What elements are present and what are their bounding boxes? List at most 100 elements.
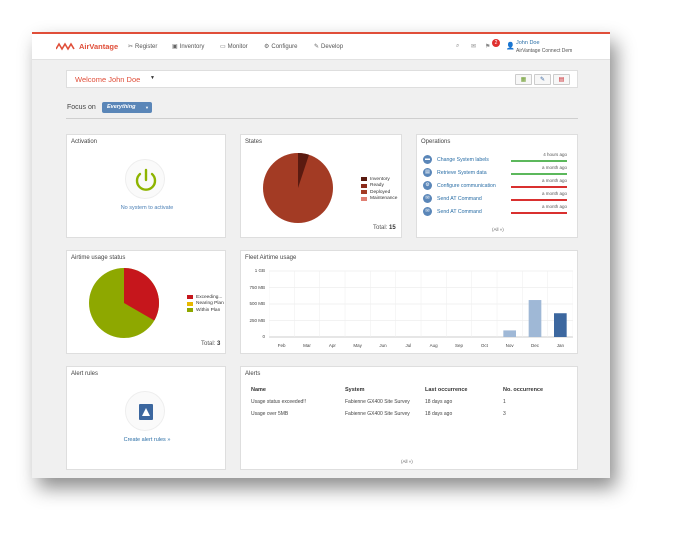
mail-icon[interactable]: ✉ [471, 44, 477, 50]
alert-system[interactable]: Fabienne GX400 Site Survey [345, 411, 410, 417]
airtime-status-title: Airtime usage status [71, 255, 126, 261]
bar-dec[interactable] [528, 300, 542, 337]
states-panel: States Inventory Ready Deployed Maintena… [240, 134, 402, 238]
alert-last-occurrence: 18 days ago [425, 399, 453, 405]
states-pie-chart[interactable] [261, 151, 335, 225]
develop-icon: ✎ [314, 44, 320, 50]
alert-system[interactable]: Fabienne GX400 Site Survey [345, 399, 410, 405]
activation-message[interactable]: No system to activate [120, 205, 174, 211]
pie-slice-inventory[interactable] [298, 153, 309, 188]
notification-badge: 2 [492, 39, 500, 47]
nav-monitor[interactable]: ▭ Monitor [220, 43, 248, 51]
operation-row[interactable]: ▬ Change System labels 4 hours ago [423, 152, 571, 167]
airvantage-logo-icon [56, 42, 75, 51]
y-tick-label: 0 [262, 334, 265, 339]
alerts-all-link[interactable]: (All ») [401, 459, 413, 464]
legend-item: Deployed [361, 189, 397, 196]
operation-label[interactable]: Send AT Command [437, 209, 482, 215]
dashboard-green-button[interactable]: ▦ [515, 74, 532, 85]
activation-circle[interactable] [125, 159, 165, 199]
fleet-airtime-panel: Fleet Airtime usage 0 250 MB 500 MB 750 MB 1… [240, 250, 578, 354]
alert-rules-panel: Alert rules Create alert rules » [66, 366, 226, 470]
operation-time: a month ago [541, 178, 567, 183]
alert-name[interactable]: Usage status exceeded!! [251, 399, 307, 405]
command-icon: ✉ [423, 194, 432, 203]
focus-select[interactable]: Everything ▼ [102, 102, 152, 113]
x-tick-label: Jun [379, 343, 387, 348]
labels-icon: ▬ [423, 155, 432, 164]
dashboard-red-button[interactable]: ▤ [553, 74, 570, 85]
x-tick-label: Aug [429, 343, 438, 348]
operation-time: a month ago [541, 191, 567, 196]
welcome-text: Welcome John Doe [75, 75, 141, 84]
delete-icon: ▤ [558, 77, 565, 83]
operation-row[interactable]: ✉ Send AT Command a month ago [423, 191, 571, 206]
inventory-icon: ▣ [172, 44, 178, 50]
legend-swatch [187, 301, 193, 306]
alert-name[interactable]: Usage over 5MB [251, 411, 289, 417]
caret-down-icon[interactable]: ▼ [150, 75, 155, 81]
alert-rules-circle[interactable] [125, 391, 165, 431]
user-name[interactable]: John Doe [516, 40, 540, 46]
column-header[interactable]: Last occurrence [425, 387, 468, 393]
nav-configure[interactable]: ⚙ Configure [264, 43, 297, 51]
total-value: 3 [217, 341, 221, 347]
alert-rules-title: Alert rules [71, 371, 99, 377]
nav-develop[interactable]: ✎ Develop [314, 43, 343, 51]
airtime-total: Total: 3 [201, 341, 220, 347]
column-header[interactable]: System [345, 387, 365, 393]
configure-icon: ⚙ [264, 44, 270, 50]
legend-item: Ready [361, 183, 397, 190]
power-icon [135, 168, 157, 191]
states-title: States [245, 139, 263, 145]
y-tick-label: 500 MB [249, 301, 265, 306]
create-alert-rules-link[interactable]: Create alert rules » [123, 437, 171, 443]
x-tick-label: Feb [277, 343, 286, 348]
retrieve-icon: ▤ [423, 168, 432, 177]
nav-inventory[interactable]: ▣ Inventory [172, 43, 204, 51]
pie-slice-exceeding[interactable] [124, 268, 159, 321]
operation-status-bar [511, 173, 567, 175]
operation-row[interactable]: ✉ Send AT Command a month ago [423, 204, 571, 219]
airtime-pie-chart[interactable] [87, 266, 161, 340]
column-header[interactable]: No. occurrence [503, 387, 544, 393]
legend-label: Within Plan [196, 307, 221, 313]
operation-label[interactable]: Send AT Command [437, 196, 482, 202]
bar-jan[interactable] [554, 313, 567, 337]
operation-status-bar [511, 212, 567, 214]
x-tick-label: Sep [454, 343, 463, 348]
nav-register-label: Register [135, 43, 158, 50]
activation-title: Activation [71, 139, 98, 145]
focus-label: Focus on [67, 104, 96, 111]
register-icon: ✂ [128, 44, 134, 50]
legend-swatch [361, 183, 367, 188]
x-tick-label: Apr [328, 343, 336, 348]
operation-row[interactable]: ▤ Retrieve System data a month ago [423, 165, 571, 180]
monitor-icon: ▭ [220, 44, 226, 50]
legend-swatch [361, 196, 367, 201]
operation-row[interactable]: ⚙ Configure communication a month ago [423, 178, 571, 193]
operation-label[interactable]: Change System labels [437, 157, 489, 163]
legend-swatch [187, 295, 193, 300]
legend-label: Exceeding... [196, 294, 223, 300]
dashboard-edit-button[interactable]: ✎ [534, 74, 551, 85]
chart-icon: ▦ [520, 77, 527, 83]
operation-status-bar [511, 186, 567, 188]
alert-bell-icon [139, 404, 153, 420]
operations-all-link[interactable]: (All ») [492, 227, 504, 232]
alert-occurrence-count: 3 [503, 411, 506, 417]
alert-last-occurrence: 18 days ago [425, 411, 453, 417]
operation-label[interactable]: Retrieve System data [437, 170, 487, 176]
operation-label[interactable]: Configure communication [437, 183, 496, 189]
x-tick-label: May [353, 343, 362, 348]
top-navbar: AirVantage ✂ Register ▣ Inventory ▭ Moni… [32, 34, 610, 60]
nav-register[interactable]: ✂ Register [128, 43, 158, 51]
legend-item: Inventory [361, 176, 397, 183]
brand-logo[interactable]: AirVantage [56, 41, 118, 51]
user-icon[interactable]: 👤 [506, 43, 515, 50]
bar-nov[interactable] [503, 330, 516, 337]
search-icon[interactable]: ⌕ [456, 43, 460, 49]
nav-monitor-label: Monitor [227, 43, 248, 50]
notification-icon[interactable]: ⚑ [485, 44, 491, 50]
column-header[interactable]: Name [251, 387, 266, 393]
